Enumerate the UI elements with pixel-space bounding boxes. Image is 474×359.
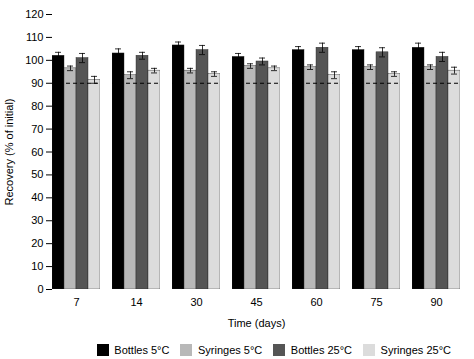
svg-text:30: 30 (190, 296, 202, 308)
svg-text:60: 60 (310, 296, 322, 308)
svg-text:10: 10 (31, 260, 43, 272)
svg-text:120: 120 (25, 8, 43, 20)
svg-text:45: 45 (250, 296, 262, 308)
html-text:Bottles 5°C: Bottles 5°C (114, 343, 170, 356)
svg-text:75: 75 (370, 296, 382, 308)
html-text:Bottles 25°C: Bottles 25°C (290, 343, 353, 356)
svg-text:14: 14 (130, 296, 142, 308)
html-text:Syringes 25°C: Syringes 25°C (380, 343, 451, 356)
svg-text:80: 80 (31, 100, 43, 112)
svg-text:110: 110 (26, 31, 44, 43)
svg-text:70: 70 (31, 123, 43, 135)
html-text:Syringes 5°C: Syringes 5°C (198, 343, 263, 356)
svg-text:90: 90 (430, 296, 442, 308)
svg-text:0: 0 (37, 283, 43, 295)
svg-text:20: 20 (31, 237, 43, 249)
svg-text:50: 50 (31, 168, 43, 180)
svg-text:30: 30 (31, 214, 43, 226)
svg-text:100: 100 (25, 54, 43, 66)
svg-text:7: 7 (73, 296, 79, 308)
svg-text:Time (days): Time (days) (228, 317, 286, 329)
svg-text:90: 90 (31, 77, 43, 89)
svg-text:Recovery (% of initial): Recovery (% of initial) (3, 99, 15, 206)
svg-text:40: 40 (31, 191, 43, 203)
svg-text:60: 60 (31, 146, 43, 158)
